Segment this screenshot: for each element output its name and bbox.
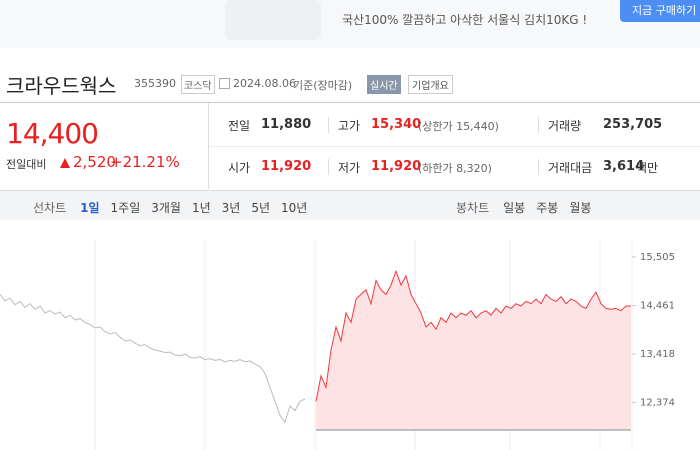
cell-label: 저가 <box>338 161 361 175</box>
stock-name: 크라우드웍스 <box>6 74 117 98</box>
period-tab[interactable]: 1주일 <box>110 201 141 215</box>
cell-unit: 백만 <box>636 161 659 175</box>
tab-label: 선차트 <box>33 201 67 215</box>
tab-label: 봉차트 <box>456 201 490 215</box>
divider <box>328 159 329 175</box>
stock-header: 크라우드웍스 355390 코스닥 2024.08.06 기준(장마감) 실시간… <box>0 66 700 103</box>
stock-code: 355390 <box>134 77 176 90</box>
y-tick-label: 13,418 <box>640 349 675 360</box>
current-price: 14,400 <box>6 117 99 150</box>
ad-image <box>225 0 321 40</box>
cell-value: 11,920 <box>261 159 312 174</box>
candle-tabs: 봉차트 일봉 주봉 월봉 <box>456 199 602 216</box>
date: 2024.08.06 <box>233 77 296 90</box>
ad-text: 국산100% 깔끔하고 아삭한 서울식 김치10KG ! <box>342 13 588 27</box>
chart: 12,374 13,418 14,461 15,505 <box>0 220 700 450</box>
realtime-button[interactable]: 실시간 <box>367 75 401 94</box>
cell-value: 3,614 <box>603 159 645 174</box>
market-badge: 코스닥 <box>181 75 215 94</box>
line <box>315 269 631 402</box>
tab-bar: 선차트 1일 1주일 3개월 1년 3년 5년 10년 봉차트 일봉 주봉 월봉 <box>0 190 700 222</box>
y-tick-label: 15,505 <box>640 252 675 263</box>
cell-value: 15,340 <box>371 117 422 132</box>
candle-tab[interactable]: 주봉 <box>536 201 559 215</box>
period-tab[interactable]: 1년 <box>191 201 211 215</box>
period-tab[interactable]: 10년 <box>281 201 308 215</box>
candle-tab[interactable]: 일봉 <box>503 201 526 215</box>
ad-banner[interactable]: 국산100% 깔끔하고 아삭한 서울식 김치10KG ! 지금 구매하기 <box>0 0 700 48</box>
cell-value: 253,705 <box>603 117 663 132</box>
period-tabs: 선차트 1일 1주일 3개월 1년 3년 5년 10년 <box>33 199 318 216</box>
basis: 기준(장마감) <box>293 79 353 92</box>
line <box>0 294 306 424</box>
y-tick-label: 14,461 <box>640 301 675 312</box>
change: 2,520 <box>73 153 116 171</box>
calendar-icon <box>219 78 230 89</box>
cell-label: 시가 <box>228 161 251 175</box>
up-arrow <box>60 158 70 168</box>
period-tab[interactable]: 3개월 <box>151 201 181 215</box>
ad-button[interactable]: 지금 구매하기 <box>620 0 700 22</box>
cell-label: 거래대금 <box>548 161 593 175</box>
price-box: 14,400 전일대비 2,520 +21.21% <box>0 103 209 189</box>
row-divider <box>209 146 700 147</box>
period-tab[interactable]: 3년 <box>221 201 241 215</box>
cell-value: 11,880 <box>261 117 312 132</box>
period-tab[interactable]: 5년 <box>251 201 271 215</box>
change-label: 전일대비 <box>6 158 47 171</box>
period-tab[interactable]: 1일 <box>80 201 100 215</box>
company-button[interactable]: 기업개요 <box>408 75 453 94</box>
candle-tab[interactable]: 월봉 <box>569 201 592 215</box>
area <box>316 271 631 430</box>
divider <box>328 117 329 133</box>
cell-note: (하한가 8,320) <box>418 162 492 175</box>
cell-label: 전일 <box>228 119 251 133</box>
cell-value: 11,920 <box>371 159 422 174</box>
cell-label: 거래량 <box>548 119 582 133</box>
rate: +21.21% <box>110 153 180 171</box>
divider <box>538 159 539 175</box>
cell-note: (상한가 15,440) <box>418 120 499 133</box>
divider <box>538 117 539 133</box>
cell-label: 고가 <box>338 119 361 133</box>
y-tick-label: 12,374 <box>640 398 675 409</box>
